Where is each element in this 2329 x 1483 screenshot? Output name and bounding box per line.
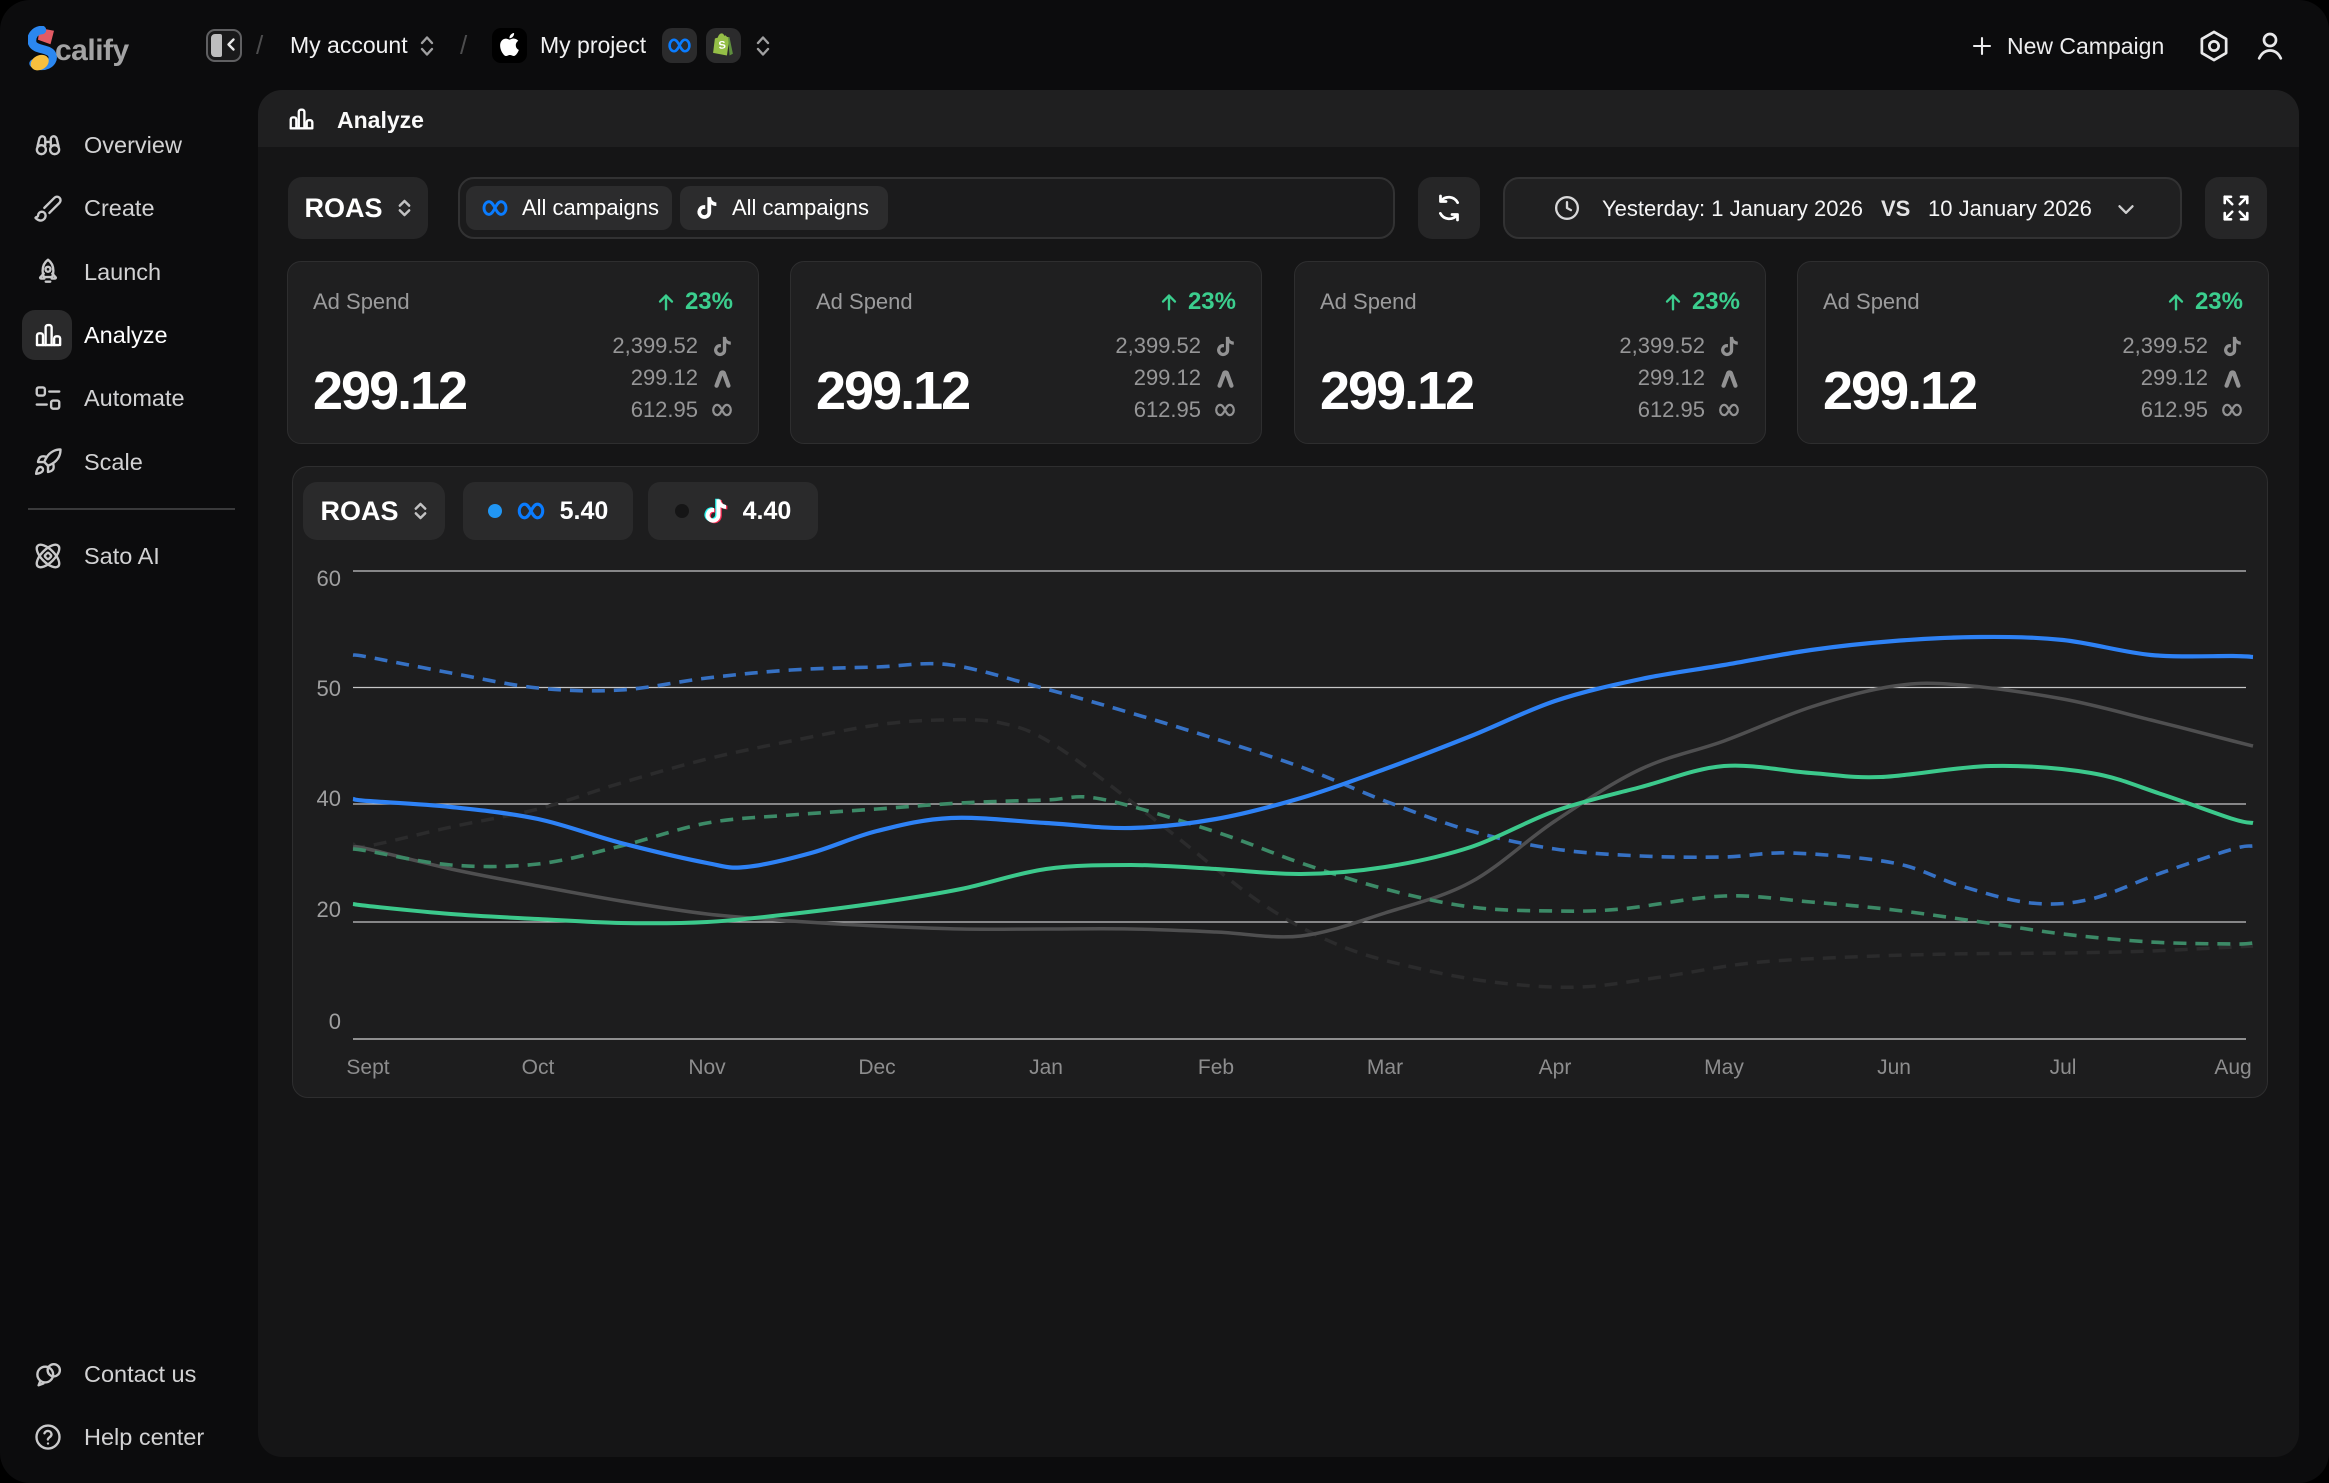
svg-text:Jul: Jul: [2050, 1056, 2077, 1079]
svg-text:Apr: Apr: [1539, 1056, 1572, 1079]
svg-text:Sept: Sept: [346, 1056, 389, 1079]
svg-text:Feb: Feb: [1198, 1056, 1234, 1079]
svg-text:Mar: Mar: [1367, 1056, 1403, 1079]
svg-text:Nov: Nov: [688, 1056, 726, 1079]
svg-text:Aug: Aug: [2214, 1056, 2251, 1079]
svg-text:Oct: Oct: [522, 1056, 555, 1079]
svg-text:S: S: [718, 39, 727, 52]
svg-text:Jun: Jun: [1877, 1056, 1911, 1079]
svg-text:60: 60: [317, 566, 341, 591]
svg-text:Jan: Jan: [1029, 1056, 1063, 1079]
svg-text:Dec: Dec: [858, 1056, 895, 1079]
svg-text:50: 50: [317, 676, 341, 701]
svg-text:May: May: [1704, 1056, 1744, 1079]
svg-text:0: 0: [329, 1009, 341, 1034]
svg-text:20: 20: [317, 897, 341, 922]
svg-text:40: 40: [317, 786, 341, 811]
